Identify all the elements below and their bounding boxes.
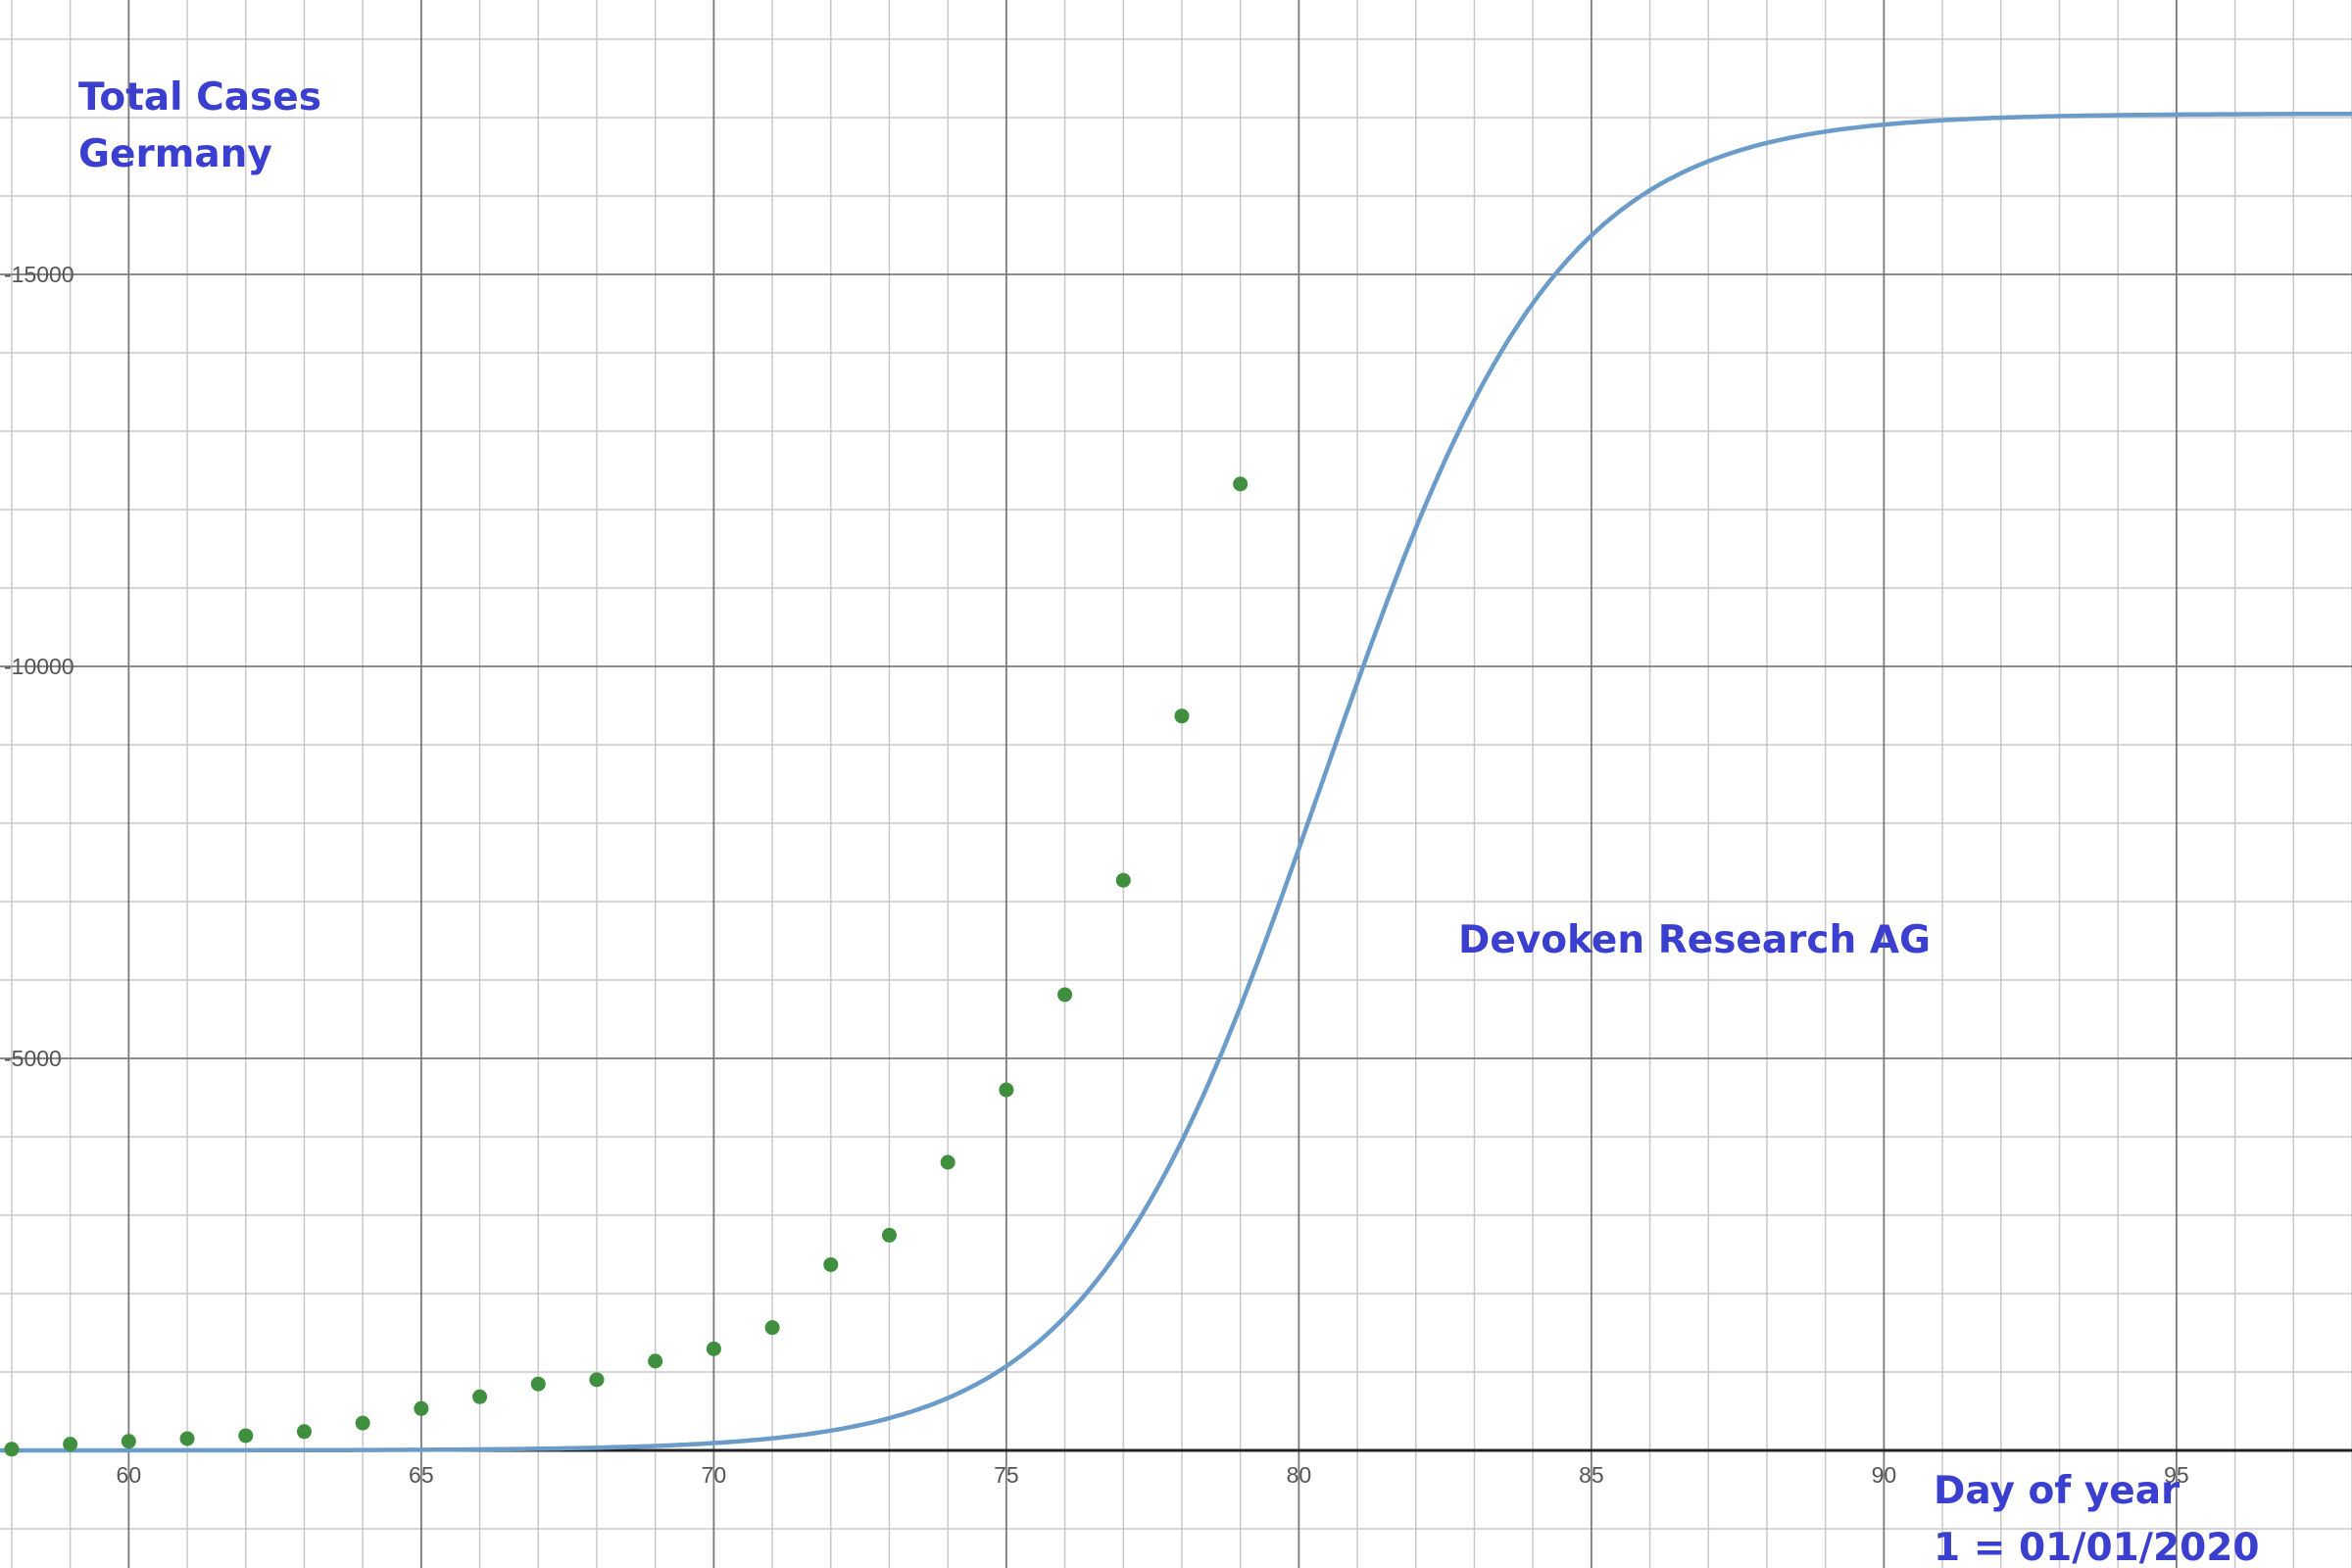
x-tick-label: 85 — [1579, 1462, 1604, 1488]
x-tick-label: 65 — [409, 1462, 434, 1488]
data-point — [238, 1428, 254, 1444]
data-point — [296, 1424, 312, 1440]
y-tick-label: -15000 — [4, 262, 74, 287]
chart-title-line-2: Germany — [78, 132, 272, 176]
x-tick-label: 60 — [117, 1462, 142, 1488]
data-point — [648, 1353, 663, 1369]
data-point — [706, 1341, 721, 1356]
data-point — [472, 1389, 488, 1404]
y-tick-labels: -5000 -10000 -15000 — [4, 262, 74, 1071]
y-tick-label: -10000 — [4, 654, 74, 679]
x-tick-label: 70 — [702, 1462, 727, 1488]
data-point — [764, 1320, 780, 1336]
data-point — [63, 1437, 78, 1452]
y-tick-label: -5000 — [4, 1046, 62, 1071]
observed-data-points — [4, 476, 1249, 1457]
data-point — [1233, 476, 1249, 492]
x-tick-label: 90 — [1872, 1462, 1897, 1488]
x-tick-label: 95 — [2164, 1462, 2189, 1488]
data-point — [121, 1434, 136, 1449]
data-point — [1174, 709, 1190, 724]
data-point — [1057, 987, 1073, 1003]
data-point — [823, 1256, 839, 1272]
data-point — [355, 1415, 370, 1431]
data-point — [530, 1376, 546, 1392]
data-point — [589, 1372, 605, 1388]
x-tick-label: 80 — [1287, 1462, 1312, 1488]
x-axis-label-line-1: Day of year — [1934, 1469, 2180, 1513]
chart-title-line-1: Total Cases — [78, 75, 321, 120]
data-point — [940, 1154, 956, 1170]
data-point — [1115, 872, 1131, 888]
x-tick-labels: 60 65 70 75 80 85 90 95 — [117, 1462, 2189, 1488]
data-point — [414, 1400, 429, 1416]
data-point — [999, 1082, 1014, 1098]
watermark-text: Devoken Research AG — [1458, 918, 1931, 962]
x-tick-label: 75 — [994, 1462, 1019, 1488]
x-axis-label-line-2: 1 = 01/01/2020 — [1934, 1526, 2260, 1568]
logistic-fit-curve — [0, 111, 2352, 1453]
data-point — [179, 1431, 195, 1446]
data-point — [4, 1442, 20, 1457]
data-point — [881, 1227, 897, 1243]
